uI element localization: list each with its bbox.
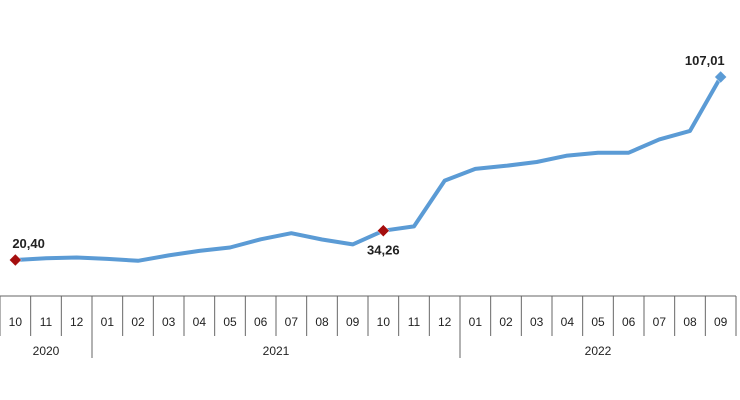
x-tick-label: 03 (162, 315, 176, 329)
series-line (13, 75, 723, 263)
x-tick-label: 06 (254, 315, 268, 329)
x-tick-label: 01 (469, 315, 483, 329)
x-tick-label: 11 (408, 315, 421, 329)
year-label: 2020 (33, 344, 60, 358)
x-tick-label: 04 (193, 315, 207, 329)
highlight-point (8, 253, 22, 267)
x-tick-label: 02 (131, 315, 145, 329)
highlight-point (714, 70, 728, 84)
x-tick-label: 10 (377, 315, 391, 329)
x-tick-label: 03 (530, 315, 544, 329)
x-tick-label: 11 (40, 315, 53, 329)
data-label: 20,40 (12, 236, 45, 251)
data-label: 107,01 (685, 53, 725, 68)
x-tick-label: 08 (683, 315, 697, 329)
x-tick-label: 12 (70, 315, 84, 329)
x-tick-label: 08 (315, 315, 329, 329)
x-tick-label: 07 (285, 315, 299, 329)
highlight-markers: 20,40 34,26 107,01 (8, 53, 728, 267)
x-tick-label: 12 (438, 315, 452, 329)
x-axis: 10 11 12 01 02 03 04 05 06 07 08 09 10 11 12 01 02 03 04 05… (0, 295, 737, 358)
x-tick-label: 04 (561, 315, 575, 329)
x-tick-label: 06 (622, 315, 636, 329)
x-tick-label: 05 (591, 315, 605, 329)
x-tick-label: 02 (499, 315, 513, 329)
series-layer (13, 75, 723, 263)
x-tick-label: 09 (346, 315, 360, 329)
highlight-point (376, 224, 390, 238)
year-label: 2022 (585, 344, 612, 358)
x-tick-label: 05 (223, 315, 237, 329)
x-tick-label: 07 (653, 315, 667, 329)
x-tick-label: 10 (9, 315, 23, 329)
x-tick-label: 01 (101, 315, 115, 329)
year-label: 2021 (263, 344, 290, 358)
data-label: 34,26 (367, 243, 400, 258)
x-tick-label: 09 (714, 315, 728, 329)
